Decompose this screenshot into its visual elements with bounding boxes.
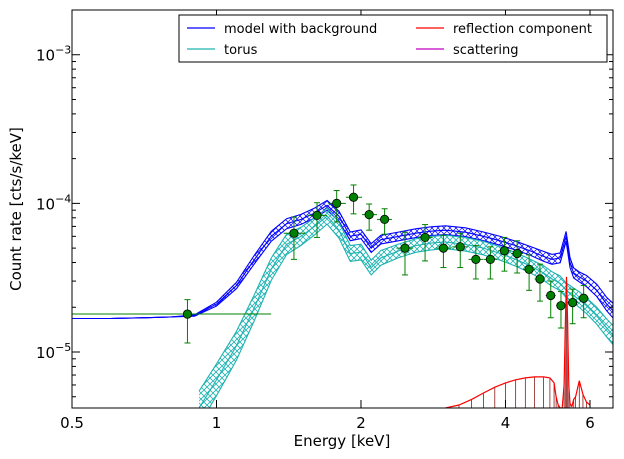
data-point (348, 192, 359, 202)
x-tick-label: 0.5 (60, 414, 84, 432)
legend-box (178, 14, 608, 63)
data-points-layer (72, 184, 589, 344)
data-point (579, 293, 589, 303)
data-point (485, 254, 495, 264)
plot-frame (71, 9, 614, 409)
legend-label-model: model with background (224, 22, 377, 37)
y-tick-base: 10 (36, 47, 55, 65)
y-tick-base: 10 (36, 344, 55, 362)
y-tick-base: 10 (36, 195, 55, 213)
data-point (332, 198, 342, 208)
data-point (312, 210, 322, 221)
data-point (420, 232, 430, 243)
data-point (455, 242, 465, 252)
data-point (535, 274, 545, 284)
y-tick-exponent: −3 (55, 44, 71, 57)
legend-label-torus: torus (224, 43, 258, 58)
x-axis-label: Energy [keV] (294, 432, 391, 450)
x-tick-label: 4 (501, 414, 511, 432)
y-tick-label: 10−3 (36, 44, 71, 65)
series-layer (72, 199, 613, 408)
data-point (512, 248, 522, 259)
data-point (556, 301, 566, 311)
y-tick-label: 10−5 (36, 341, 71, 362)
legend-label-reflection: reflection component (453, 22, 592, 37)
data-point (546, 290, 556, 301)
data-point (471, 254, 481, 264)
y-tick-exponent: −4 (55, 192, 71, 205)
data-point (499, 246, 510, 256)
y-axis: 10−510−410−3 (36, 9, 613, 398)
legend: model with background reflection compone… (178, 14, 608, 63)
data-point (524, 264, 534, 274)
x-tick-label: 1 (212, 414, 222, 432)
plot-background (72, 10, 613, 408)
data-point (438, 243, 449, 253)
x-tick-label: 2 (356, 414, 366, 432)
data-point (182, 309, 193, 319)
model-with-background-lower (72, 209, 613, 320)
reflection-component-line (445, 276, 591, 408)
x-axis: 0.5 1 2 4 6 (60, 10, 595, 432)
data-point (380, 214, 390, 225)
x-tick-label: 6 (585, 414, 595, 432)
data-point (568, 297, 578, 308)
legend-label-scattering: scattering (453, 43, 519, 58)
data-point (364, 210, 374, 220)
y-tick-exponent: −5 (55, 341, 71, 354)
model-with-background-band (72, 200, 613, 319)
model-with-background-line (72, 204, 613, 320)
y-axis-label: Count rate [cts/s/keV] (7, 127, 25, 291)
data-point (289, 228, 299, 238)
y-tick-label: 10−4 (36, 192, 71, 213)
model-with-background-upper (72, 199, 613, 320)
torus-band (199, 208, 613, 408)
data-point (400, 243, 410, 253)
